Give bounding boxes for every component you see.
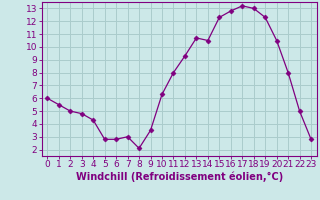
X-axis label: Windchill (Refroidissement éolien,°C): Windchill (Refroidissement éolien,°C)	[76, 172, 283, 182]
